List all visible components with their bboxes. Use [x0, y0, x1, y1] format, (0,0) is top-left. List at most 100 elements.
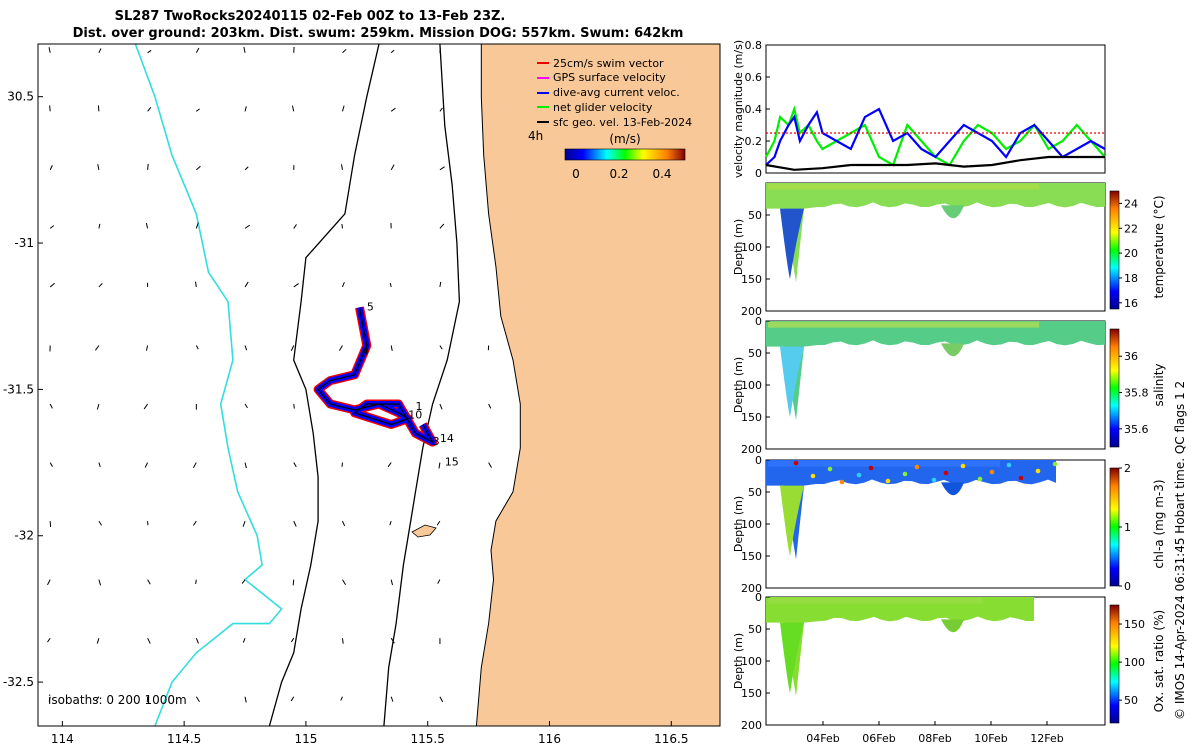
salinity-surface-band [768, 321, 1040, 328]
geo-velocity-vector-94 [96, 638, 100, 644]
geo-velocity-vector-51 [338, 345, 343, 351]
geo-velocity-vector-48 [195, 345, 199, 350]
geo-velocity-vector-42 [341, 281, 345, 288]
geo-velocity-vector-28 [98, 223, 101, 229]
chla-point-13 [989, 469, 995, 475]
salinity-deep-plume [780, 346, 804, 417]
oxygen-ytick-label-0: 0 [755, 591, 762, 604]
track-label-2: 1 [416, 400, 423, 413]
geo-velocity-vector-99 [341, 638, 344, 644]
geo-velocity-vector-70 [293, 462, 297, 468]
chla-point-2 [827, 466, 833, 472]
geo-velocity-vector-37 [98, 283, 103, 288]
geo-velocity-vector-91 [390, 579, 393, 586]
time-xtick-label-2: 08Feb [918, 732, 951, 745]
map-ytick-label-3: -32 [14, 529, 34, 543]
oxygen-colorbar [1109, 604, 1120, 724]
geo-velocity-vectors [47, 46, 493, 703]
chla-point-1 [810, 473, 816, 479]
section-panel-temperature: 50 100 150 200 Depth (m) 24 22 20 18 16 temperatur… [732, 182, 1166, 318]
chla-ytick-label-4: 200 [741, 582, 762, 595]
salinity-ylabel: Depth (m) [732, 357, 745, 413]
geo-velocity-vector-53 [439, 345, 443, 350]
chla-point-17 [1052, 461, 1058, 467]
geo-velocity-vector-19 [97, 164, 100, 170]
geo-velocity-vector-97 [242, 638, 246, 643]
geo-velocity-vector-0 [48, 47, 51, 53]
oxygen-ylabel: Depth (m) [732, 633, 745, 689]
geo-velocity-vector-100 [390, 637, 395, 644]
salinity-colorbar [1109, 328, 1120, 448]
oxygen-ytick-label-4: 200 [741, 719, 762, 732]
salinity-ytick-label-3: 150 [741, 411, 762, 424]
time-xtick-label-0: 04Feb [806, 732, 839, 745]
temperature-ytick-label-3: 200 [741, 305, 762, 318]
geo-velocity-vector-65 [49, 462, 53, 467]
legend-gps: GPS surface velocity [553, 71, 666, 84]
geo-velocity-vector-21 [195, 165, 201, 171]
map-xtick-label-5: 116.5 [654, 732, 688, 746]
temperature-deep-plume [780, 208, 804, 279]
geo-velocity-vector-68 [192, 462, 197, 469]
geo-velocity-vector-63 [439, 403, 443, 410]
salinity-ytick-label-1: 50 [748, 347, 762, 360]
chla-point-8 [914, 464, 920, 470]
geo-velocity-vector-92 [437, 579, 441, 584]
section-panel-chla: 0 50 100 150 200 Depth (m) 2 1 0 chl-a (mg m-3) [732, 454, 1166, 595]
oxygen-cbtick-label-1: 100 [1124, 656, 1145, 669]
geo-velocity-vector-1 [98, 48, 102, 53]
geo-velocity-vector-10 [97, 105, 100, 112]
colorbar-tick-0: 0 [572, 167, 580, 181]
geo-velocity-vector-103 [95, 696, 100, 701]
oxygen-surface-layer [766, 597, 1034, 697]
geo-velocity-vector-36 [49, 282, 55, 288]
chla-point-12 [977, 476, 983, 482]
geo-velocity-vector-82 [389, 520, 392, 526]
chla-surface-layer [766, 460, 1056, 560]
geo-velocity-vector-49 [244, 345, 248, 351]
isobath-0m [268, 44, 380, 726]
track-label-6: 15 [445, 455, 459, 468]
map-xtick-label-3: 115.5 [411, 732, 445, 746]
geo-velocity-vector-3 [195, 47, 200, 54]
geo-velocity-vector-64 [488, 403, 492, 409]
velocity-y-axis: 0 0.2 0.4 0.6 0.8 [745, 39, 770, 180]
geo-velocity-vector-52 [390, 345, 393, 351]
geo-velocity-vector-11 [147, 106, 152, 112]
colorbar-gradient [564, 148, 686, 161]
geo-velocity-vector-81 [342, 520, 346, 527]
geo-velocity-vector-20 [147, 163, 149, 170]
geo-velocity-vector-76 [98, 520, 103, 526]
temperature-cbtick-label-2: 20 [1124, 247, 1138, 260]
map-ytick-label-1: -31 [14, 236, 34, 250]
chla-ylabel: Depth (m) [732, 496, 745, 552]
map-ytick-label-4: -32.5 [3, 675, 34, 689]
oxygen-cbtick-label-2: 50 [1124, 694, 1138, 707]
salinity-cbtick-label-2: 35.6 [1124, 423, 1149, 436]
velocity-ytick-label-3: 0.6 [745, 71, 763, 84]
land-area [475, 44, 720, 726]
colorbar-tick-1: 0.2 [609, 167, 628, 181]
temperature-surface-band [768, 183, 1040, 190]
geo-velocity-vector-60 [293, 403, 295, 409]
temperature-surface-layer [766, 183, 1105, 283]
chla-point-3 [839, 479, 845, 485]
geo-velocity-vector-16 [390, 107, 396, 112]
geo-velocity-vector-106 [244, 696, 247, 703]
geo-velocity-vector-67 [144, 462, 149, 468]
geo-velocity-vector-107 [290, 696, 295, 702]
geo-velocity-vector-73 [438, 462, 441, 469]
geo-velocity-vector-80 [293, 520, 297, 527]
geo-velocity-vector-26 [439, 166, 445, 171]
geo-velocity-vector-18 [49, 165, 53, 171]
geo-velocity-vector-59 [244, 403, 248, 409]
geo-velocity-vector-17 [439, 107, 443, 112]
chla-point-9 [931, 477, 937, 483]
geo-velocity-vector-83 [436, 520, 441, 526]
chla-point-11 [960, 463, 966, 469]
chla-ytick-label-1: 50 [748, 486, 762, 499]
salinity-cbtick-label-0: 36 [1124, 350, 1138, 363]
salinity-cbtick-label-1: 35.8 [1124, 387, 1149, 400]
oxygen-cbtick-label-0: 150 [1124, 618, 1145, 631]
